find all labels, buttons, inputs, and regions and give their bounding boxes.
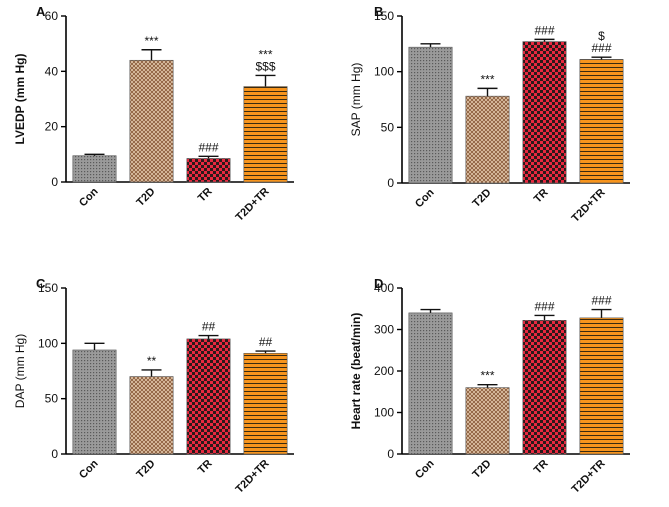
y-tick-label: 100 — [374, 65, 394, 79]
y-axis-title: LVEDP (mm Hg) — [13, 54, 27, 145]
bar-t2d-tr — [579, 59, 624, 184]
y-tick-label: 100 — [38, 336, 58, 350]
significance-label: ### — [591, 41, 611, 55]
significance-label: ### — [534, 299, 554, 313]
x-tick-label: Con — [77, 185, 101, 209]
bar-tr — [186, 338, 231, 455]
significance-label: ## — [259, 335, 273, 349]
significance-label: *** — [480, 369, 494, 383]
x-tick-label: Con — [77, 457, 101, 481]
y-tick-label: 0 — [387, 176, 394, 190]
y-tick-label: 400 — [374, 281, 394, 295]
x-tick-label: TR — [196, 458, 215, 477]
bar-t2d-tr — [243, 86, 288, 183]
bar-tr — [522, 41, 567, 184]
x-tick-label: Con — [413, 186, 437, 210]
x-tick-label: TR — [532, 458, 551, 477]
panel-label: C — [36, 276, 46, 291]
bar-t2d — [129, 59, 174, 183]
y-tick-label: 0 — [51, 447, 58, 461]
bar-t2d — [465, 387, 510, 455]
significance-label: *** — [144, 34, 158, 48]
significance-label: ### — [198, 140, 218, 154]
significance-label: $ — [598, 29, 605, 43]
y-tick-label: 150 — [374, 9, 394, 23]
significance-label: ** — [147, 354, 157, 368]
x-tick-label: T2D+TR — [570, 458, 608, 496]
significance-label: *** — [480, 72, 494, 86]
bar-con — [408, 46, 453, 184]
bar-con — [72, 349, 117, 455]
x-tick-label: TR — [196, 186, 215, 205]
panel-label: D — [374, 276, 383, 291]
x-tick-label: TR — [532, 187, 551, 206]
x-tick-label: T2D+TR — [234, 458, 272, 496]
panel-label: A — [36, 4, 46, 19]
y-axis-title: Heart rate (beat/min) — [349, 313, 363, 430]
y-tick-label: 300 — [374, 323, 394, 337]
bar-t2d — [129, 376, 174, 455]
y-tick-label: 150 — [38, 281, 58, 295]
bar-con — [72, 155, 117, 183]
panel-d: D 0 100 200 300 400 Heart rate (beat/min) Con **… — [349, 276, 630, 496]
bar-con — [408, 312, 453, 455]
y-tick-label: 200 — [374, 364, 394, 378]
x-tick-label: Con — [413, 457, 437, 481]
significance-label: $$$ — [255, 59, 275, 73]
y-axis-title: SAP (mm Hg) — [349, 63, 363, 137]
y-tick-label: 40 — [45, 64, 59, 78]
y-axis-title: DAP (mm Hg) — [13, 334, 27, 408]
x-tick-label: T2D+TR — [234, 186, 272, 224]
y-tick-label: 0 — [387, 447, 394, 461]
y-tick-label: 50 — [45, 392, 59, 406]
bar-t2d-tr — [579, 317, 624, 455]
x-tick-label: T2D — [470, 187, 493, 210]
y-tick-label: 50 — [381, 120, 395, 134]
bar-t2d — [465, 95, 510, 184]
x-tick-label: T2D+TR — [570, 187, 608, 225]
significance-label: *** — [258, 47, 272, 61]
panel-c: C 0 50 100 150 DAP (mm Hg) Con ** T2D ## TR ## T2D+T… — [13, 276, 294, 496]
significance-label: ### — [591, 294, 611, 308]
x-tick-label: T2D — [134, 186, 157, 209]
panel-label: B — [374, 4, 383, 19]
y-tick-label: 60 — [45, 9, 59, 23]
bar-tr — [522, 320, 567, 455]
y-tick-label: 100 — [374, 406, 394, 420]
bar-tr — [186, 158, 231, 183]
x-tick-label: T2D — [470, 458, 493, 481]
significance-label: ### — [534, 23, 554, 37]
x-tick-label: T2D — [134, 458, 157, 481]
bar-t2d-tr — [243, 352, 288, 455]
y-tick-label: 20 — [45, 120, 59, 134]
significance-label: ## — [202, 320, 216, 334]
y-tick-label: 0 — [51, 175, 58, 189]
